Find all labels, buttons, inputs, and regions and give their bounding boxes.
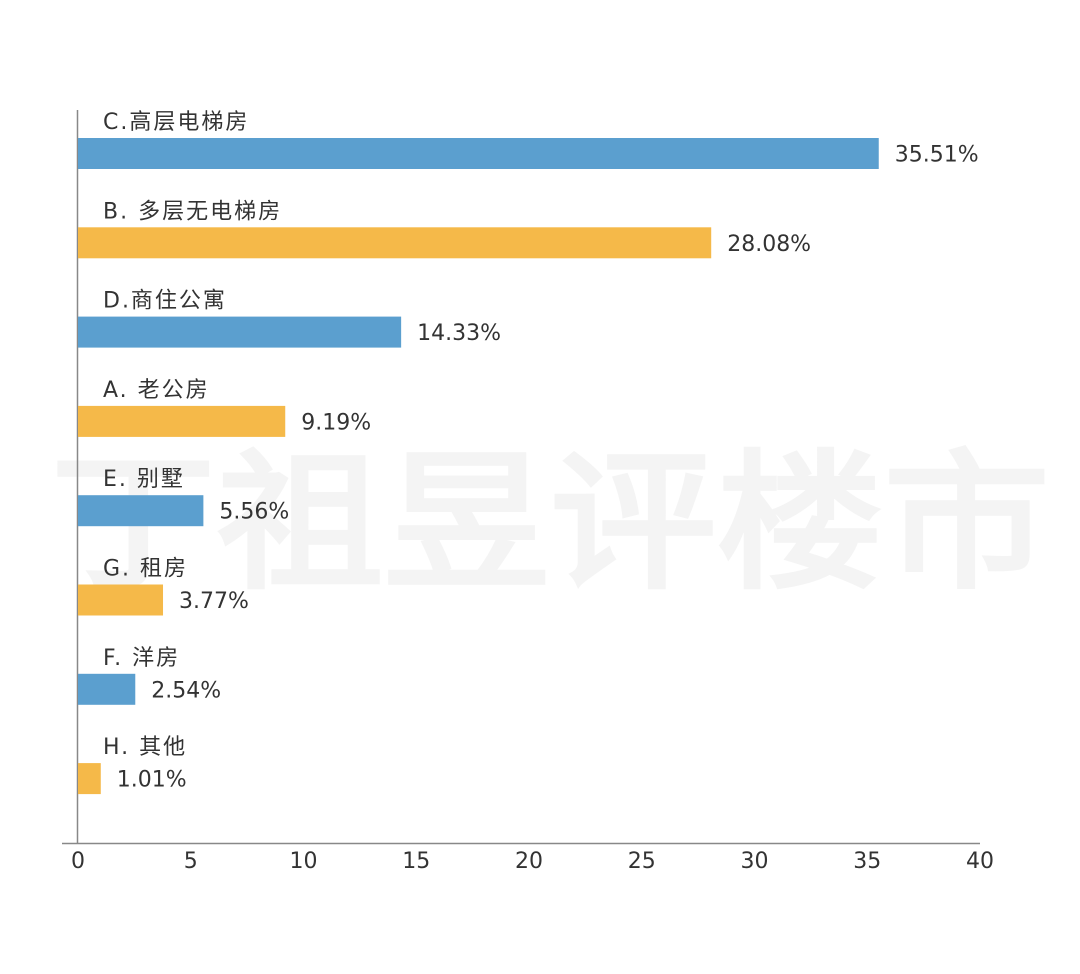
x-axis-ticks: 0 5 10 15 20 25 30 35 40 xyxy=(71,849,994,874)
x-tick-label: 25 xyxy=(628,849,656,874)
x-tick-label: 0 xyxy=(71,849,85,874)
x-tick-label: 40 xyxy=(966,849,994,874)
category-label: G. 租房 xyxy=(103,557,188,582)
bars-layer: C.高层电梯房 35.51% B. 多层无电梯房 28.08% D.商住公寓 14.33%… xyxy=(78,110,979,795)
category-label: A. 老公房 xyxy=(103,378,210,403)
value-label: 35.51% xyxy=(895,143,979,168)
bar xyxy=(78,763,101,795)
category-label: F. 洋房 xyxy=(103,646,180,671)
bar xyxy=(78,495,204,527)
watermark-text: 丁祖昱评楼市 xyxy=(50,435,1050,611)
bar xyxy=(78,316,402,348)
value-label: 3.77% xyxy=(179,589,249,614)
value-label: 5.56% xyxy=(219,500,289,525)
value-label: 2.54% xyxy=(151,678,221,703)
bar xyxy=(78,584,164,616)
bar xyxy=(78,138,879,169)
category-label: C.高层电梯房 xyxy=(103,110,249,135)
value-label: 9.19% xyxy=(301,410,371,435)
bar xyxy=(78,227,712,259)
value-label: 1.01% xyxy=(117,768,187,793)
x-tick-label: 20 xyxy=(515,849,543,874)
x-tick-label: 30 xyxy=(741,849,769,874)
category-label: E. 别墅 xyxy=(103,467,185,492)
category-label: D.商住公寓 xyxy=(103,289,227,314)
value-label: 28.08% xyxy=(727,232,811,257)
category-label: B. 多层无电梯房 xyxy=(103,199,282,224)
value-label: 14.33% xyxy=(417,321,501,346)
x-tick-label: 10 xyxy=(290,849,318,874)
bar xyxy=(78,673,136,705)
bar xyxy=(78,405,286,437)
x-tick-label: 15 xyxy=(402,849,430,874)
category-label: H. 其他 xyxy=(103,735,187,760)
x-tick-label: 35 xyxy=(853,849,881,874)
x-tick-label: 5 xyxy=(184,849,198,874)
